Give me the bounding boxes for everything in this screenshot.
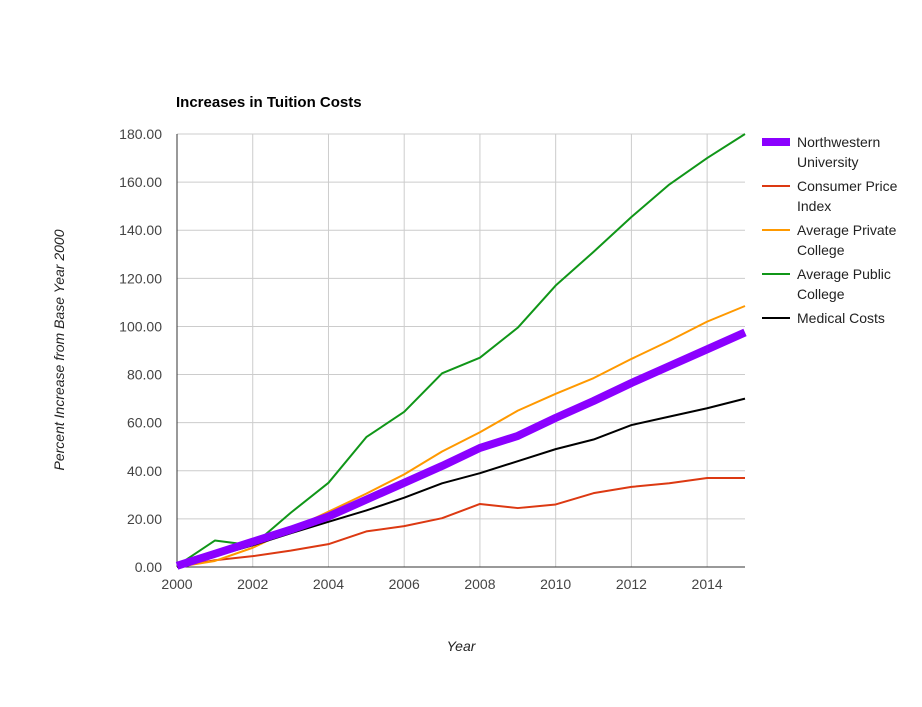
legend: Northwestern University Consumer Price Inde… — [762, 134, 898, 326]
legend-item-consumer-price-index[interactable]: Consumer Price Index — [762, 178, 898, 214]
series-line-average-private-college — [176, 305, 746, 568]
y-tick-label: 100.00 — [119, 318, 162, 334]
legend-label: Consumer Price Index — [797, 178, 898, 214]
x-tick-label: 2006 — [389, 576, 420, 592]
axes: 0.00 20.00 40.00 60.00 80.00 100.00 120.00 140.… — [119, 126, 745, 592]
legend-label: Medical Costs — [797, 310, 885, 326]
y-tick-label: 120.00 — [119, 270, 162, 286]
chart-title: Increases in Tuition Costs — [176, 94, 362, 111]
y-tick-label: 140.00 — [119, 222, 162, 238]
legend-item-northwestern-university[interactable]: Northwestern University — [762, 134, 880, 170]
gridlines — [177, 133, 745, 567]
series-lines — [175, 133, 747, 570]
x-tick-label: 2014 — [692, 576, 723, 592]
y-tick-label: 160.00 — [119, 174, 162, 190]
series-line-consumer-price-index — [176, 476, 745, 568]
legend-item-average-private-college[interactable]: Average Private College — [762, 222, 897, 258]
legend-label: Average Private College — [797, 222, 897, 258]
x-tick-label: 2004 — [313, 576, 344, 592]
x-tick-label: 2008 — [464, 576, 495, 592]
legend-label: Average Public College — [797, 266, 891, 302]
y-tick-label: 80.00 — [127, 367, 162, 383]
y-tick-label: 60.00 — [127, 415, 162, 431]
x-tick-label: 2000 — [161, 576, 192, 592]
x-tick-label: 2010 — [540, 576, 571, 592]
series-line-northwestern-university — [175, 328, 747, 570]
legend-item-average-public-college[interactable]: Average Public College — [762, 266, 891, 302]
series-line-average-public-college — [176, 133, 746, 567]
y-axis-title: Percent Increase from Base Year 2000 — [51, 229, 67, 470]
x-tick-label: 2002 — [237, 576, 268, 592]
y-tick-label: 0.00 — [135, 559, 162, 575]
y-tick-label: 40.00 — [127, 463, 162, 479]
x-tick-label: 2012 — [616, 576, 647, 592]
y-tick-label: 20.00 — [127, 511, 162, 527]
legend-label: Northwestern University — [797, 134, 880, 170]
y-tick-label: 180.00 — [119, 126, 162, 142]
legend-item-medical-costs[interactable]: Medical Costs — [762, 310, 885, 326]
x-axis-title: Year — [447, 638, 477, 654]
